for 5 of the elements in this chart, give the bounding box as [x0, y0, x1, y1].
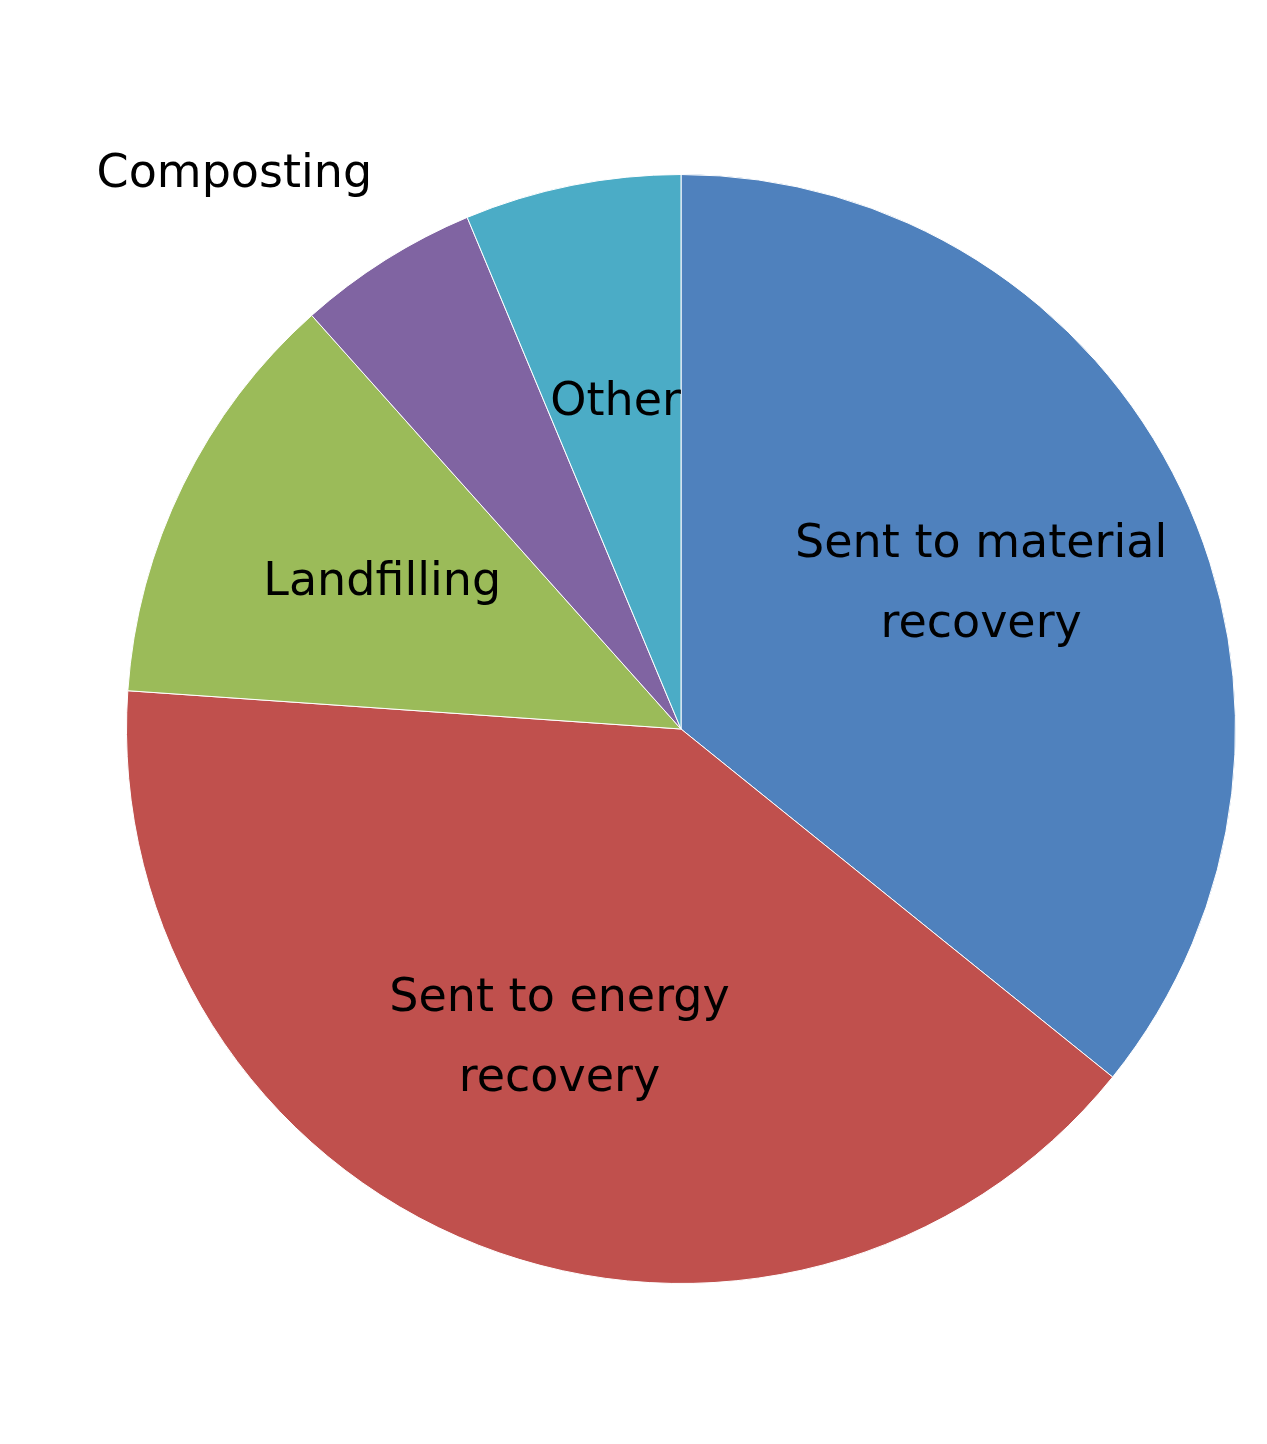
- slice-label: Sent to energy recovery: [389, 967, 730, 1102]
- slice-label: Landfilling: [263, 551, 502, 606]
- slice-label: Composting: [96, 144, 373, 199]
- slice-label: Sent to material recovery: [795, 514, 1168, 649]
- slice-label: Other: [550, 371, 681, 426]
